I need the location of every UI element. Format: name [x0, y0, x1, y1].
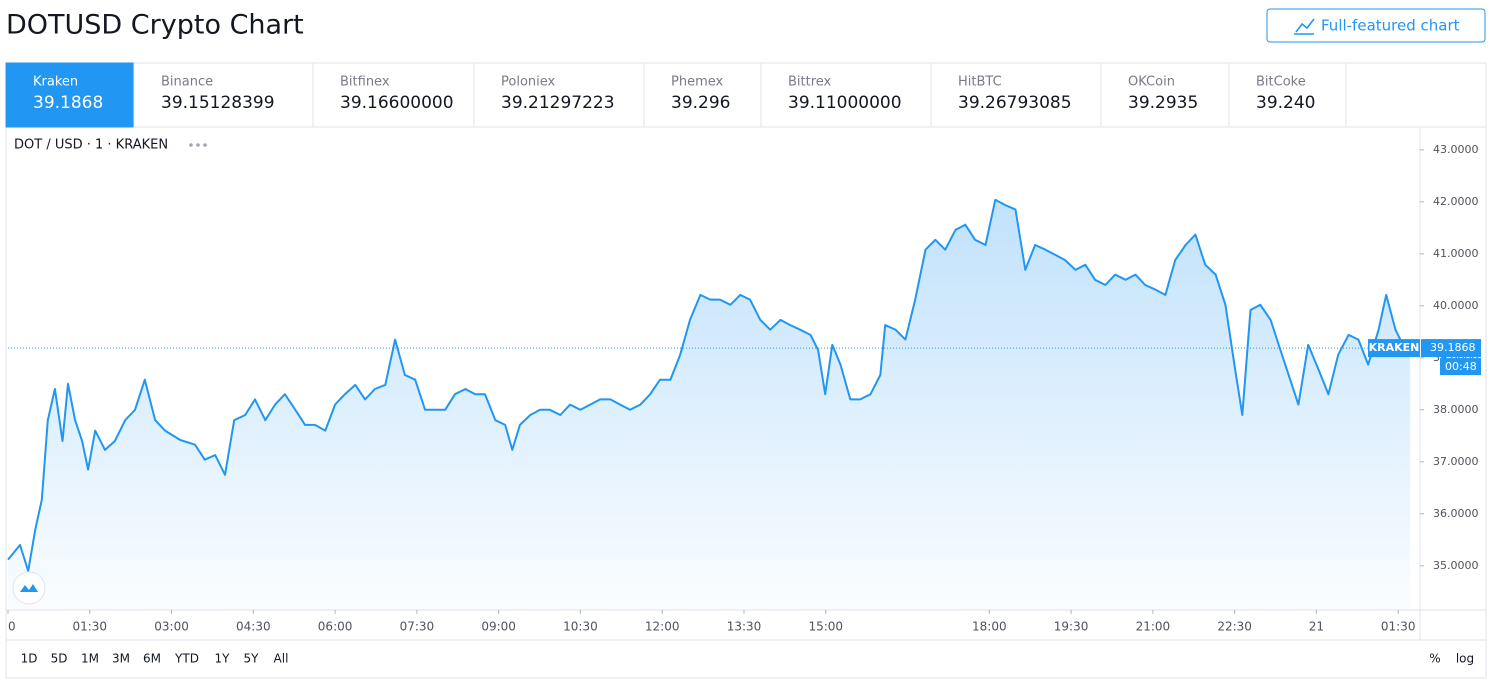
- x-tick-label: 10:30: [563, 620, 598, 634]
- range-button[interactable]: 6M: [143, 652, 161, 666]
- y-tick-label: 38.0000: [1433, 403, 1479, 416]
- y-tick-label: 35.0000: [1433, 559, 1479, 572]
- exchange-badge: [1368, 339, 1420, 358]
- x-tick-label: 04:30: [236, 620, 271, 634]
- full-chart-label[interactable]: Full-featured chart: [1321, 17, 1460, 35]
- exchange-tab[interactable]: [473, 62, 645, 128]
- full-chart-button[interactable]: [1266, 8, 1486, 43]
- exchange-tab[interactable]: [930, 62, 1102, 128]
- exchange-price: 39.2935: [1128, 93, 1198, 113]
- price-badge: [1421, 339, 1481, 358]
- exchange-name: Kraken: [33, 75, 78, 90]
- exchange-price: 39.16600000: [340, 93, 454, 113]
- range-button[interactable]: 1D: [21, 652, 38, 666]
- range-button[interactable]: 5D: [51, 652, 68, 666]
- y-tick-label: 40.0000: [1433, 299, 1479, 312]
- exchange-price: 39.1868: [33, 93, 103, 113]
- button-icon: [1294, 18, 1315, 35]
- exchange-name: BitCoke: [1256, 75, 1306, 90]
- exchange-badge-label: KRAKEN: [1369, 341, 1420, 354]
- countdown-label: 00:48: [1445, 360, 1477, 373]
- x-tick-label: 07:30: [400, 620, 435, 634]
- x-tick-label: 13:30: [727, 620, 762, 634]
- range-button[interactable]: 1Y: [215, 652, 231, 666]
- exchange-name: Phemex: [671, 75, 724, 90]
- y-tick-label: 36.0000: [1433, 507, 1479, 520]
- exchange-tab[interactable]: [312, 62, 475, 128]
- x-tick-label: 21:00: [1136, 620, 1171, 634]
- x-tick-label: 21: [1309, 620, 1324, 634]
- range-button[interactable]: 1M: [81, 652, 99, 666]
- x-tick-label: 01:30: [1381, 620, 1416, 634]
- exchange-tab[interactable]: [1228, 62, 1347, 128]
- page-title: DOTUSD Crypto Chart: [6, 10, 304, 41]
- area-fill: [8, 199, 1411, 611]
- exchange-price: 39.21297223: [501, 93, 615, 113]
- y-tick-label: 43.0000: [1433, 143, 1479, 156]
- x-tick-label: 09:00: [481, 620, 516, 634]
- exchange-name: HitBTC: [958, 75, 1002, 90]
- exchange-price: 39.240: [1256, 93, 1315, 113]
- exchange-tab[interactable]: [760, 62, 932, 128]
- x-tick-label: 0: [8, 620, 16, 634]
- exchange-tab[interactable]: [643, 62, 762, 128]
- range-button[interactable]: 5Y: [244, 652, 260, 666]
- x-tick-label: 19:30: [1054, 620, 1089, 634]
- x-tick-label: 22:30: [1217, 620, 1252, 634]
- legend-menu[interactable]: [189, 143, 207, 147]
- range-button[interactable]: YTD: [174, 652, 199, 666]
- y-tick-label: 41.0000: [1433, 247, 1479, 260]
- exchange-name: Bitfinex: [340, 75, 390, 90]
- price-line: [7, 198, 1411, 572]
- exchange-name: OKCoin: [1128, 75, 1175, 90]
- exchange-price: 39.296: [671, 93, 730, 113]
- countdown-badge: [1440, 358, 1481, 376]
- logo-badge[interactable]: [12, 571, 46, 605]
- scale-button[interactable]: %: [1429, 652, 1440, 666]
- exchange-price: 39.15128399: [161, 93, 275, 113]
- range-button[interactable]: All: [274, 652, 289, 666]
- y-tick-label: 42.0000: [1433, 195, 1479, 208]
- x-tick-label: 01:30: [72, 620, 107, 634]
- x-tick-label: 18:00: [972, 620, 1007, 634]
- y-tick-label: 37.0000: [1433, 455, 1479, 468]
- exchange-name: Binance: [161, 75, 213, 90]
- scale-button[interactable]: log: [1456, 652, 1474, 666]
- exchange-price: 39.26793085: [958, 93, 1072, 113]
- exchange-name: Bittrex: [788, 75, 832, 90]
- exchange-price: 39.11000000: [788, 93, 902, 113]
- x-tick-label: 12:00: [645, 620, 680, 634]
- x-tick-label: 06:00: [318, 620, 353, 634]
- logo-icon: [20, 584, 38, 592]
- range-button[interactable]: 3M: [112, 652, 130, 666]
- price-badge-label: 39.1868: [1430, 341, 1476, 354]
- exchange-name: Poloniex: [501, 75, 556, 90]
- exchange-tab[interactable]: [1100, 62, 1230, 128]
- x-tick-label: 15:00: [808, 620, 843, 634]
- x-tick-label: 03:00: [154, 620, 189, 634]
- chart-legend: DOT / USD · 1 · KRAKEN: [14, 138, 168, 153]
